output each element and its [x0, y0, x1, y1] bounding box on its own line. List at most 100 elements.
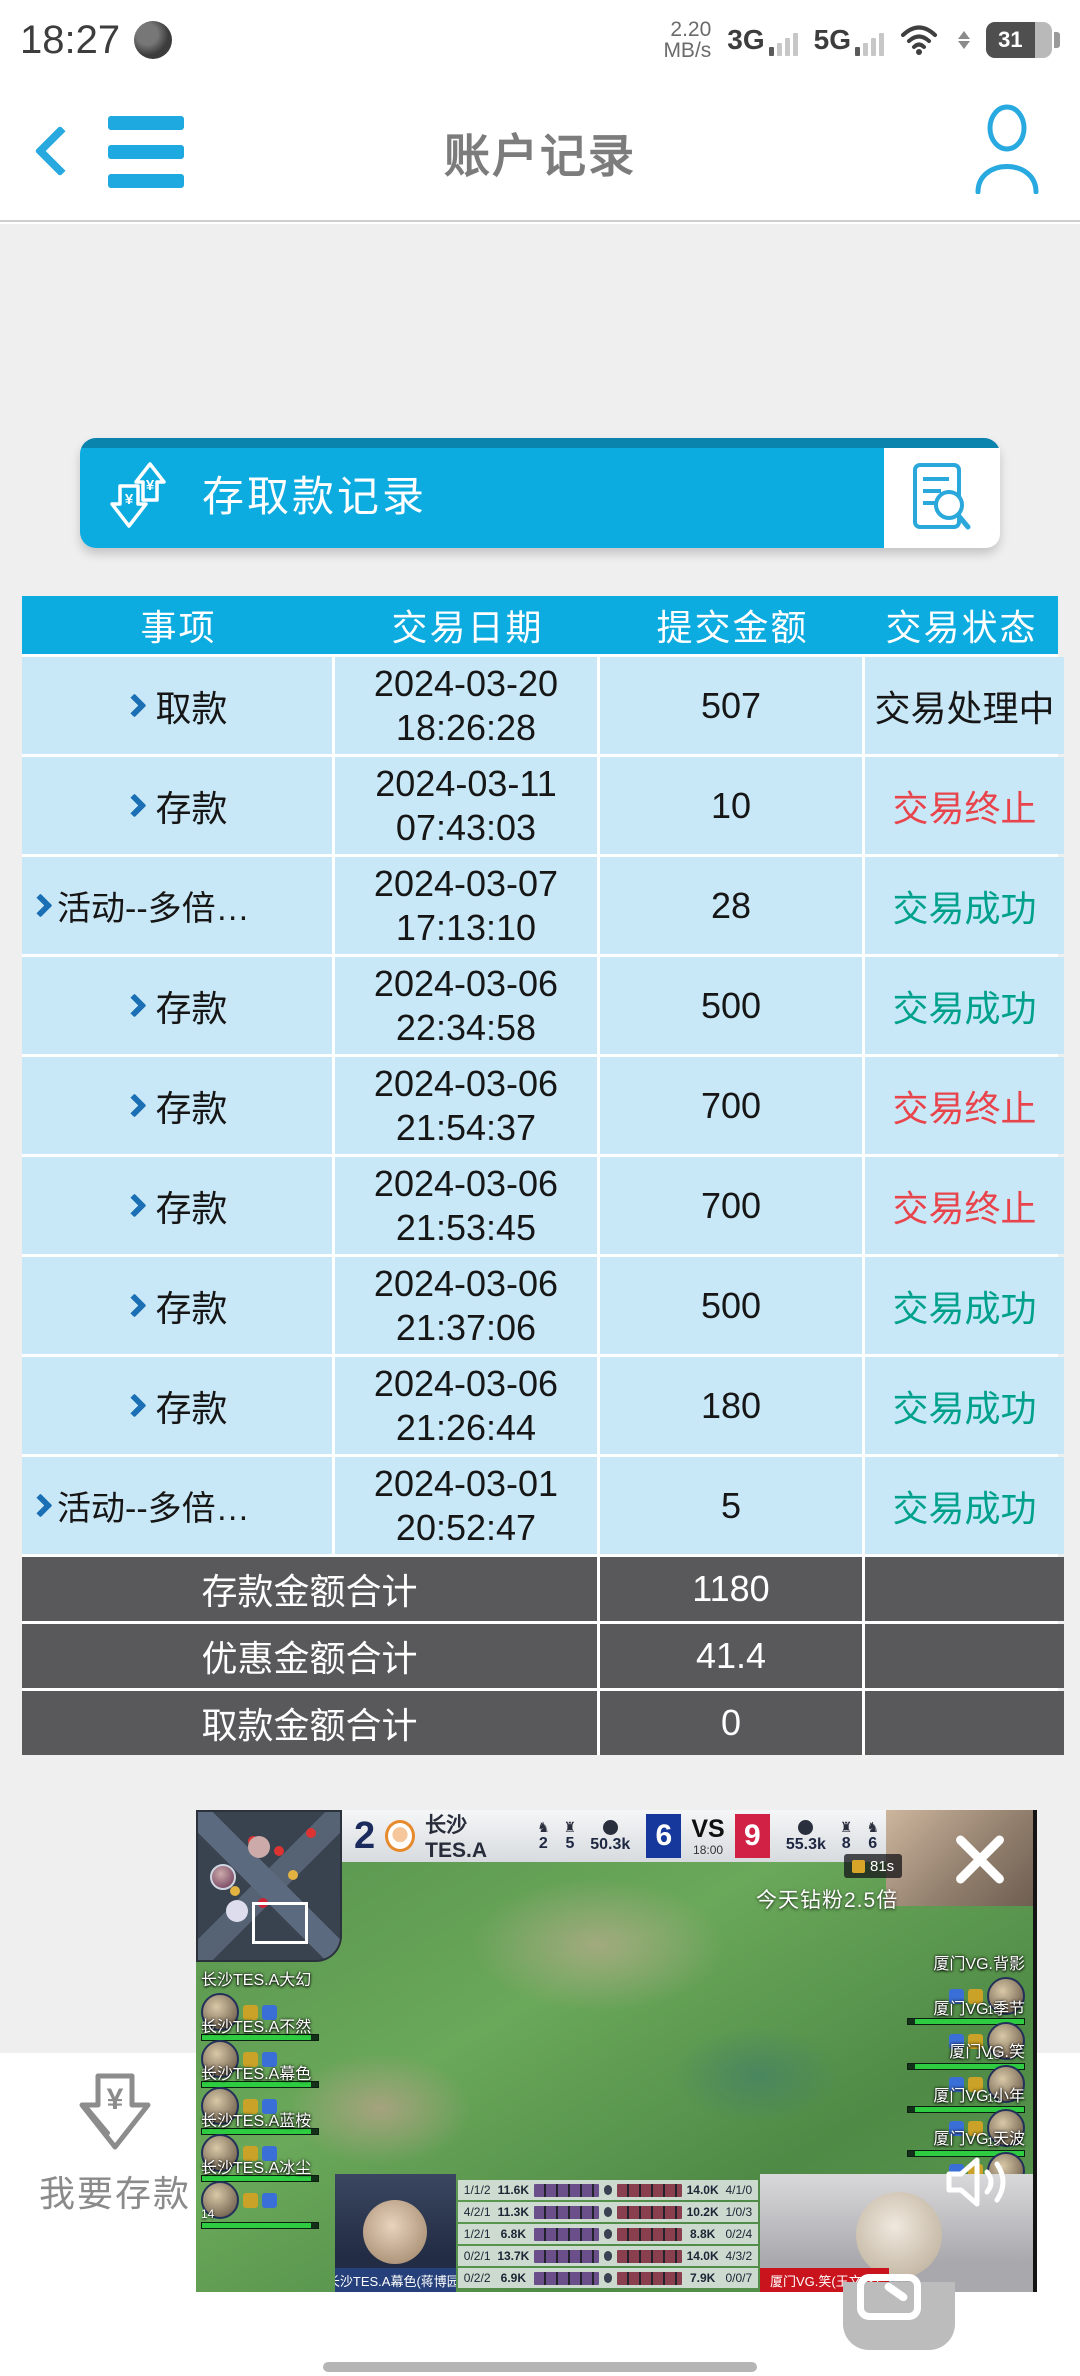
- vs-label: VS: [691, 1814, 725, 1843]
- player-webcam-left: 长沙TES.A幕色(蒋博园): [335, 2174, 456, 2292]
- monster-icon: ♞: [866, 1818, 880, 1835]
- row-item-label: 活动--多倍…: [57, 890, 250, 928]
- table-row-item[interactable]: 取款: [22, 657, 332, 754]
- signal-3g-label: 3G: [727, 24, 765, 55]
- skill-icon: [262, 2145, 277, 2161]
- expand-chevron-icon: [122, 1193, 148, 1218]
- health-bar: [907, 2018, 1025, 2025]
- video-player[interactable]: 2 长沙TES.A ♞ 2 ♜ 5 $50.3k 6 VS 18:00 9 $55.…: [196, 1810, 1037, 2292]
- svg-text:¥: ¥: [107, 2083, 124, 2116]
- row-status: 交易终止: [865, 1057, 1064, 1154]
- objective-icon: [603, 2273, 613, 2283]
- table-row-item[interactable]: 存款: [22, 757, 332, 854]
- player-name: 厦门VG.小年: [933, 2088, 1025, 2105]
- banner-title: 存取款记录: [202, 472, 428, 520]
- skill-icon: [949, 1988, 964, 2004]
- profile-button[interactable]: [972, 102, 1042, 194]
- expand-chevron-icon: [122, 1093, 148, 1118]
- battery-indicator: 31: [986, 22, 1060, 58]
- row-item-label: 存款: [155, 1187, 228, 1229]
- health-bar: [201, 2081, 319, 2088]
- item-icons: [534, 2205, 599, 2219]
- hero-avatar: 14: [201, 2087, 239, 2127]
- table-row-item[interactable]: 存款: [22, 1357, 332, 1454]
- col-header-item: 事项: [140, 607, 217, 648]
- wifi-icon: [900, 23, 942, 57]
- row-status: 交易终止: [865, 757, 1064, 854]
- row-status: 交易终止: [865, 1157, 1064, 1254]
- table-row-item[interactable]: 存款: [22, 1057, 332, 1154]
- expand-chevron-icon: [122, 1393, 148, 1418]
- summary-value: 0: [600, 1691, 862, 1755]
- tower-icon: ♜: [839, 1818, 853, 1835]
- objective-icon: [603, 2207, 613, 2217]
- monsters-count: 6: [868, 1834, 878, 1852]
- streamer-webcam: [886, 1810, 1033, 1906]
- summary-empty: [865, 1557, 1064, 1621]
- table-body: 取款 2024-03-20 18:26:28 507 交易处理中 存款 2024-…: [22, 654, 1064, 1755]
- network-activity-icon: [958, 31, 970, 49]
- row-amount: 180: [600, 1357, 862, 1454]
- table-row-item[interactable]: 活动--多倍…: [22, 857, 332, 954]
- hero-avatar: 14: [201, 2181, 239, 2221]
- row-amount: 500: [600, 1257, 862, 1354]
- gold-count: 55.3k: [785, 1835, 826, 1853]
- objective-timer-badge: 81s: [844, 1854, 903, 1878]
- table-row-item[interactable]: 存款: [22, 1157, 332, 1254]
- player-name: 长沙TES.A幕色: [201, 2066, 312, 2083]
- table-row-item[interactable]: 存款: [22, 957, 332, 1054]
- close-video-button[interactable]: [945, 1824, 1015, 1894]
- deposit-button[interactable]: ¥ 我要存款: [30, 2071, 200, 2231]
- row-status: 交易成功: [865, 1457, 1064, 1554]
- towers-count: 8: [841, 1834, 851, 1852]
- expand-chevron-icon: [28, 893, 53, 918]
- item-icons: [617, 2249, 682, 2263]
- table-row-item[interactable]: 存款: [22, 1257, 332, 1354]
- team-name-left: 长沙TES.A: [425, 1814, 487, 1862]
- row-status: 交易成功: [865, 857, 1064, 954]
- home-indicator[interactable]: [323, 2362, 757, 2372]
- tower-icon: ♜: [563, 1818, 577, 1835]
- table-row-item[interactable]: 活动--多倍…: [22, 1457, 332, 1554]
- row-status: 交易成功: [865, 1257, 1064, 1354]
- item-icons: [617, 2227, 682, 2241]
- menu-button[interactable]: [108, 116, 184, 188]
- row-status: 交易处理中: [865, 657, 1064, 754]
- row-amount: 28: [600, 857, 862, 954]
- player-name: 长沙TES.A不然: [201, 2019, 312, 2036]
- minimap-markers: [248, 1836, 258, 1846]
- search-records-button[interactable]: [884, 448, 1000, 548]
- player-name: 厦门VG.笑: [949, 2044, 1025, 2061]
- monsters-count: 2: [538, 1834, 548, 1852]
- pip-window-icon: [857, 2274, 921, 2320]
- clock: 18:27: [20, 17, 121, 62]
- summary-label: 取款金额合计: [22, 1691, 597, 1755]
- network-speed-value: 2.20: [670, 17, 712, 41]
- monster-icon: ♞: [537, 1818, 550, 1835]
- floating-window-button[interactable]: [843, 2274, 955, 2350]
- skill-icon: [968, 2033, 983, 2049]
- player-plate: 厦门VG.笑 15: [893, 2038, 1025, 2113]
- battery-icon: 31: [986, 22, 1052, 58]
- skill-icon: [243, 2145, 258, 2161]
- health-bar: [201, 2222, 319, 2229]
- summary-label: 优惠金额合计: [22, 1624, 597, 1688]
- health-bar: [907, 2150, 1025, 2157]
- row-status: 交易成功: [865, 957, 1064, 1054]
- expand-chevron-icon: [122, 993, 148, 1018]
- row-item-label: 存款: [155, 1387, 228, 1429]
- buff-icon: [852, 1859, 865, 1873]
- item-icons: [534, 2271, 599, 2285]
- col-header-status: 交易状态: [885, 607, 1038, 648]
- hero-avatar: 15: [987, 2065, 1025, 2105]
- mute-toggle-button[interactable]: [941, 2150, 1015, 2214]
- row-item-label: 存款: [155, 787, 228, 829]
- row-item-label: 存款: [155, 1087, 228, 1129]
- objective-icon: [603, 2251, 613, 2261]
- expand-chevron-icon: [28, 1493, 53, 1518]
- stats-row: 0/2/2 6.9K 7.9K 0/0/7: [458, 2268, 758, 2288]
- player-name: 长沙TES.A蓝桉: [201, 2113, 312, 2130]
- person-icon: [975, 104, 1039, 194]
- player-plate: 厦门VG.小年 15: [893, 2082, 1025, 2157]
- skill-icon: [262, 2192, 277, 2208]
